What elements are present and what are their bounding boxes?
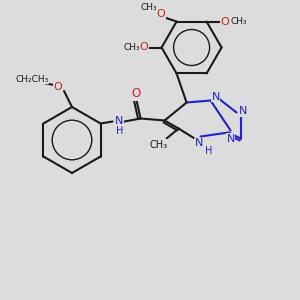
Text: CH₃: CH₃	[149, 140, 168, 149]
Text: O: O	[131, 87, 140, 100]
Text: N: N	[226, 134, 235, 143]
Text: CH₃: CH₃	[230, 17, 247, 26]
Text: N: N	[114, 116, 123, 127]
Text: O: O	[156, 8, 165, 19]
Text: CH₂CH₃: CH₂CH₃	[15, 74, 49, 83]
Text: O: O	[220, 16, 229, 26]
Text: N: N	[212, 92, 220, 101]
Text: O: O	[54, 82, 62, 92]
Text: H: H	[205, 146, 212, 157]
Text: CH₃: CH₃	[123, 43, 140, 52]
Text: CH₃: CH₃	[140, 3, 157, 12]
Text: O: O	[139, 43, 148, 52]
Text: H: H	[116, 125, 123, 136]
Text: N: N	[238, 106, 247, 116]
Text: N: N	[194, 139, 203, 148]
